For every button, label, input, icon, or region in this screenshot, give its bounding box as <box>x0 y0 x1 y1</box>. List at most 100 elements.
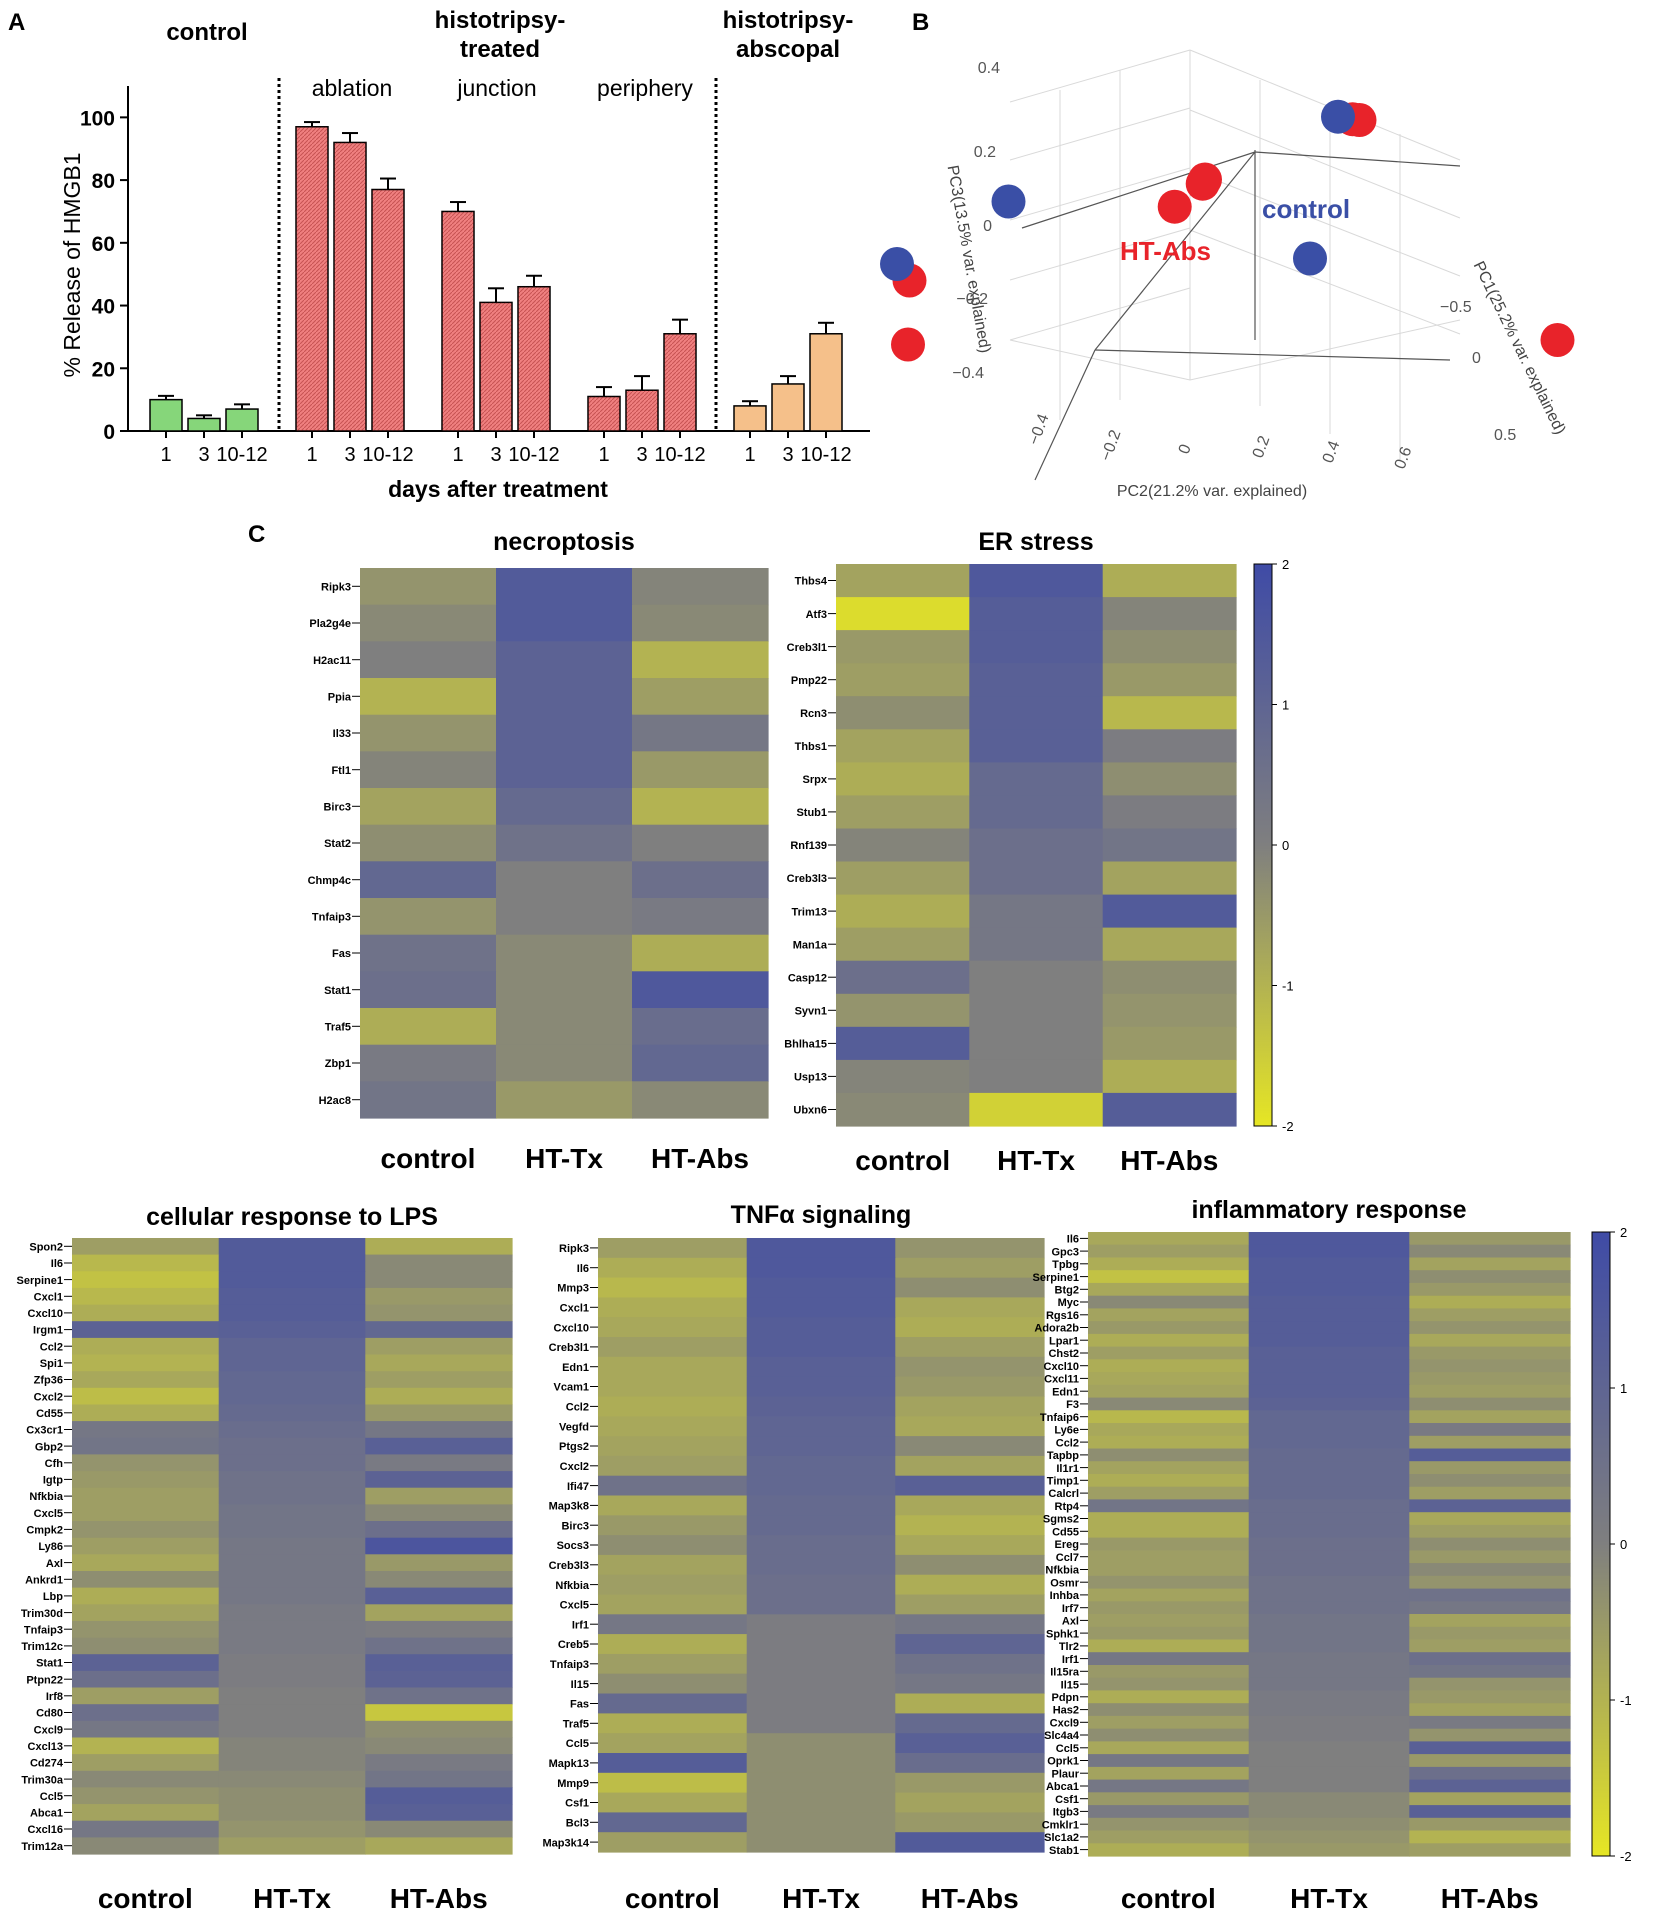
gene-label: Abca1 <box>1046 1781 1079 1793</box>
gene-label: Trim12a <box>21 1841 63 1853</box>
heatmap-cell <box>1248 1270 1410 1284</box>
heatmap-cell <box>1248 1665 1410 1679</box>
heatmap-cell <box>72 1287 220 1306</box>
gene-label: Tnfaip3 <box>24 1624 63 1636</box>
heatmap-cell <box>1102 861 1237 896</box>
heatmap-cell <box>365 1604 513 1622</box>
heatmap-cell <box>836 564 970 598</box>
gene-label: Bhlha15 <box>784 1039 827 1051</box>
heatmap-necroptosis: necroptosis Ripk3 Pla2g4e H2ac11 Ppia Il33 Ftl… <box>308 528 769 1174</box>
heatmap-er-stress: ER stress Thbs4 Atf3 Creb3l1 Pmp22 Rcn3 Thbs1 S… <box>784 528 1237 1176</box>
heatmap-cell <box>1088 1333 1250 1348</box>
heatmap-cell <box>598 1753 748 1774</box>
heatmap-cell <box>1248 1499 1410 1513</box>
heatmap-cell <box>598 1535 748 1556</box>
x-tick-label: 10-12 <box>654 444 705 466</box>
gene-label: Chst2 <box>1048 1348 1079 1360</box>
heatmap-cell <box>895 1634 1045 1655</box>
gene-label: Trim30d <box>21 1608 63 1620</box>
heatmap-cell <box>895 1495 1045 1516</box>
heatmap-cell <box>598 1515 748 1536</box>
gene-label: Edn1 <box>562 1362 589 1374</box>
colorbar-tick-label: 2 <box>1282 557 1289 572</box>
column-label: HT-Tx <box>253 1883 331 1914</box>
heatmap-cell <box>1409 1232 1571 1246</box>
pca-point-ht-abs <box>1157 189 1192 224</box>
heatmap-cell <box>1088 1792 1250 1806</box>
heatmap-cell <box>632 824 769 862</box>
gene-label: Ptgs2 <box>559 1441 589 1453</box>
bar <box>733 405 767 432</box>
y-tick-label: 100 <box>80 107 115 130</box>
heatmap-cell <box>1409 1474 1571 1488</box>
heatmap-cell <box>598 1297 748 1318</box>
heatmap-cell <box>598 1673 748 1695</box>
heatmap-cell <box>365 1620 513 1639</box>
gene-label: Vegfd <box>559 1421 589 1433</box>
heatmap-cell <box>746 1238 896 1259</box>
heatmap-cell <box>598 1614 748 1635</box>
heatmap-cell <box>1102 1092 1237 1127</box>
gene-label: Ccl7 <box>1056 1552 1079 1564</box>
heatmap-cell <box>218 1421 366 1439</box>
y-tick-label: 0 <box>103 421 115 444</box>
column-label: HT-Tx <box>997 1145 1075 1176</box>
heatmap-cell <box>365 1287 513 1306</box>
column-label: control <box>1121 1883 1216 1914</box>
heatmap-cell <box>969 993 1104 1028</box>
x-tick-label: 10-12 <box>362 444 413 466</box>
heatmap-cell <box>365 1437 513 1455</box>
heatmap-cell <box>72 1504 220 1522</box>
gene-label: Creb3l1 <box>787 642 827 654</box>
heatmap-cell <box>1409 1754 1571 1768</box>
x-tick-label: 1 <box>744 444 755 466</box>
gene-label: Atf3 <box>806 609 827 621</box>
pc3-tick-label: 0.4 <box>978 60 1000 77</box>
heatmap-cell <box>836 927 970 962</box>
x-tick-label: 10-12 <box>216 444 267 466</box>
colorbar-tick-label: 0 <box>1620 1537 1627 1552</box>
heatmap-cell <box>1409 1397 1571 1411</box>
gene-label: Gpc3 <box>1051 1246 1079 1258</box>
gene-label: Cd80 <box>36 1708 63 1720</box>
gene-label: Tnfaip3 <box>550 1659 589 1671</box>
heatmap-cell <box>1409 1715 1571 1730</box>
heatmap-cell <box>1088 1512 1250 1526</box>
heatmap-cell <box>72 1254 220 1272</box>
gene-label: Cxcl5 <box>560 1600 589 1612</box>
heatmap-cell <box>895 1574 1045 1596</box>
heatmap-cell <box>598 1653 748 1675</box>
bar <box>809 333 843 432</box>
heatmap-cell <box>836 1059 970 1094</box>
gene-label: Irf8 <box>46 1691 63 1703</box>
colorbar-tick-label: 1 <box>1620 1381 1627 1396</box>
heatmap-cell <box>218 1504 366 1522</box>
heatmap-cell <box>218 1654 366 1672</box>
gene-label: Cxcl10 <box>554 1322 589 1334</box>
heatmap-cell <box>218 1454 366 1472</box>
gene-label: Cxcl11 <box>1044 1374 1079 1386</box>
colorbar-top: 2 1 0 -1 -2 <box>1253 557 1294 1134</box>
heatmap-cell <box>360 1081 497 1119</box>
heatmap-cell <box>895 1772 1045 1794</box>
heatmap-cell <box>1248 1550 1410 1564</box>
heatmap-cell <box>969 894 1104 929</box>
bar-hatch <box>296 126 328 431</box>
gene-label: Spon2 <box>29 1242 63 1254</box>
x-tick-label: 10-12 <box>800 444 851 466</box>
gene-label: Serpine1 <box>17 1275 63 1287</box>
heatmap-cell <box>360 751 497 789</box>
heatmap-cell <box>218 1287 366 1306</box>
y-tick-label: 80 <box>92 170 115 193</box>
heatmap-cell <box>496 641 633 679</box>
heatmap-cell <box>1409 1257 1571 1271</box>
heatmap-cell <box>218 1271 366 1289</box>
gene-label: Ripk3 <box>559 1243 589 1255</box>
gene-label: Cxcl13 <box>28 1741 63 1753</box>
heatmap-cell <box>598 1772 748 1794</box>
heatmap-cell <box>1248 1805 1410 1819</box>
heatmap-cell <box>1088 1295 1250 1309</box>
gene-label: Thbs4 <box>795 576 828 588</box>
gene-label: Ccl5 <box>566 1738 589 1750</box>
